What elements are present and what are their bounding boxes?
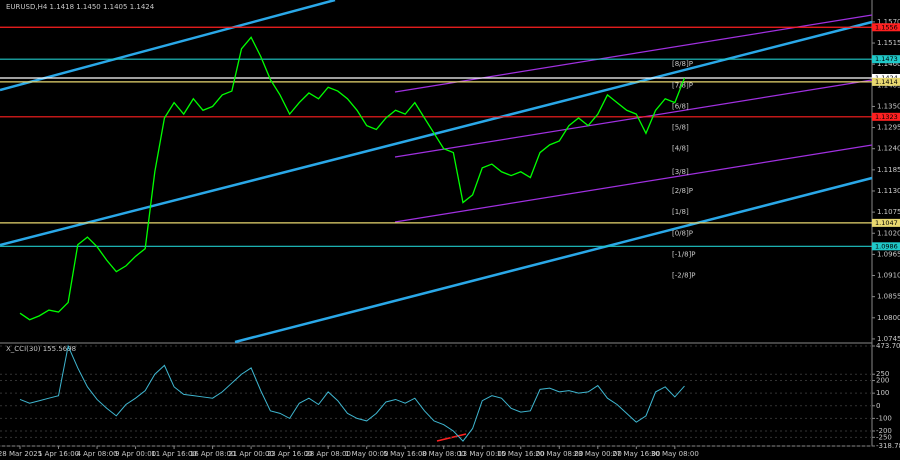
y-tick-label: 1.1515 bbox=[877, 39, 900, 47]
cci-tick-label: -250 bbox=[876, 433, 892, 441]
level-label: 1.1414 bbox=[875, 78, 898, 86]
murray-label: [8/8]P bbox=[672, 60, 693, 68]
cci-tick-label: -100 bbox=[876, 414, 892, 422]
y-tick-label: 1.0910 bbox=[877, 272, 900, 280]
cci-tick-label: -200 bbox=[876, 427, 892, 435]
level-label: 1.1473 bbox=[875, 55, 898, 63]
channel-line bbox=[234, 176, 873, 344]
cci-tick-label: 473.707 bbox=[876, 342, 900, 350]
x-tick-label: 30 May 08:00 bbox=[651, 450, 699, 458]
regression-line bbox=[394, 79, 873, 158]
y-tick-label: 1.1295 bbox=[877, 124, 900, 132]
level-tag bbox=[872, 218, 900, 227]
y-tick-label: 1.0745 bbox=[877, 335, 900, 343]
channel-line bbox=[0, 0, 336, 92]
y-tick-label: 1.0855 bbox=[877, 293, 900, 301]
murray-label: [6/8] bbox=[672, 102, 689, 110]
cci-tick-label: -318.786 bbox=[876, 442, 900, 450]
x-tick-label: 23 May 00:00 bbox=[574, 450, 622, 458]
y-tick-label: 1.1350 bbox=[877, 102, 900, 110]
regression-line bbox=[394, 144, 873, 223]
price-line bbox=[19, 36, 686, 321]
y-tick-label: 1.1240 bbox=[877, 145, 900, 153]
price-line bbox=[19, 344, 685, 442]
x-tick-label: 1 Apr 16:00 bbox=[38, 450, 79, 458]
x-tick-label: 21 Apr 00:00 bbox=[228, 450, 274, 458]
level-label: 1.1556 bbox=[875, 23, 898, 31]
murray-label: [3/8] bbox=[672, 168, 689, 176]
x-tick-label: 27 May 16:00 bbox=[612, 450, 660, 458]
cci-tick-label: 250 bbox=[876, 370, 889, 378]
level-tag bbox=[872, 242, 900, 251]
x-tick-label: 11 Apr 16:00 bbox=[151, 450, 197, 458]
x-tick-label: 20 May 08:00 bbox=[535, 450, 583, 458]
cci-tick-label: 100 bbox=[876, 389, 889, 397]
level-label: 1.1323 bbox=[875, 113, 898, 121]
y-tick-label: 1.1570 bbox=[877, 18, 900, 26]
level-label: 1.0986 bbox=[875, 242, 898, 250]
level-tag bbox=[872, 55, 900, 64]
x-tick-label: 13 May 00:00 bbox=[458, 450, 506, 458]
level-tag bbox=[872, 23, 900, 32]
x-tick-label: 28 Mar 2025 bbox=[0, 450, 42, 458]
x-tick-label: 28 Apr 08:00 bbox=[305, 450, 351, 458]
x-tick-label: 1 May 00:00 bbox=[345, 450, 389, 458]
murray-label: [5/8] bbox=[672, 124, 689, 132]
y-tick-label: 1.0965 bbox=[877, 250, 900, 258]
x-tick-label: 15 May 16:00 bbox=[497, 450, 545, 458]
level-tag bbox=[872, 112, 900, 121]
x-tick-label: 16 Apr 08:00 bbox=[190, 450, 236, 458]
y-tick-label: 1.1075 bbox=[877, 208, 900, 216]
y-tick-label: 1.1185 bbox=[877, 166, 900, 174]
murray-label: [2/8]P bbox=[672, 187, 693, 195]
level-tag bbox=[872, 77, 900, 86]
cci-tick-label: 0 bbox=[876, 402, 880, 410]
y-tick-label: 1.1130 bbox=[877, 187, 900, 195]
x-tick-label: 4 Apr 08:00 bbox=[76, 450, 117, 458]
murray-label: [1/8] bbox=[672, 208, 689, 216]
level-label: 1.1047 bbox=[875, 219, 898, 227]
y-tick-label: 1.0800 bbox=[877, 314, 900, 322]
x-tick-label: 9 Apr 00:00 bbox=[115, 450, 156, 458]
x-tick-label: 5 May 16:00 bbox=[383, 450, 427, 458]
murray-label: [7/8]P bbox=[672, 81, 693, 89]
murray-label: [-1/8]P bbox=[672, 250, 695, 258]
x-tick-label: 23 Apr 16:00 bbox=[267, 450, 313, 458]
murray-label: [4/8] bbox=[672, 145, 689, 153]
x-tick-label: 8 May 08:00 bbox=[422, 450, 466, 458]
cci-tick-label: 200 bbox=[876, 377, 889, 385]
y-tick-label: 1.1020 bbox=[877, 229, 900, 237]
murray-label: [-2/8]P bbox=[672, 272, 695, 280]
y-tick-label: 1.1460 bbox=[877, 60, 900, 68]
indicator-title: X_CCI(30) 155.5698 bbox=[6, 345, 76, 353]
murray-label: [0/8]P bbox=[672, 229, 693, 237]
chart-title: EURUSD,H4 1.1418 1.1450 1.1405 1.1424 bbox=[6, 3, 155, 11]
